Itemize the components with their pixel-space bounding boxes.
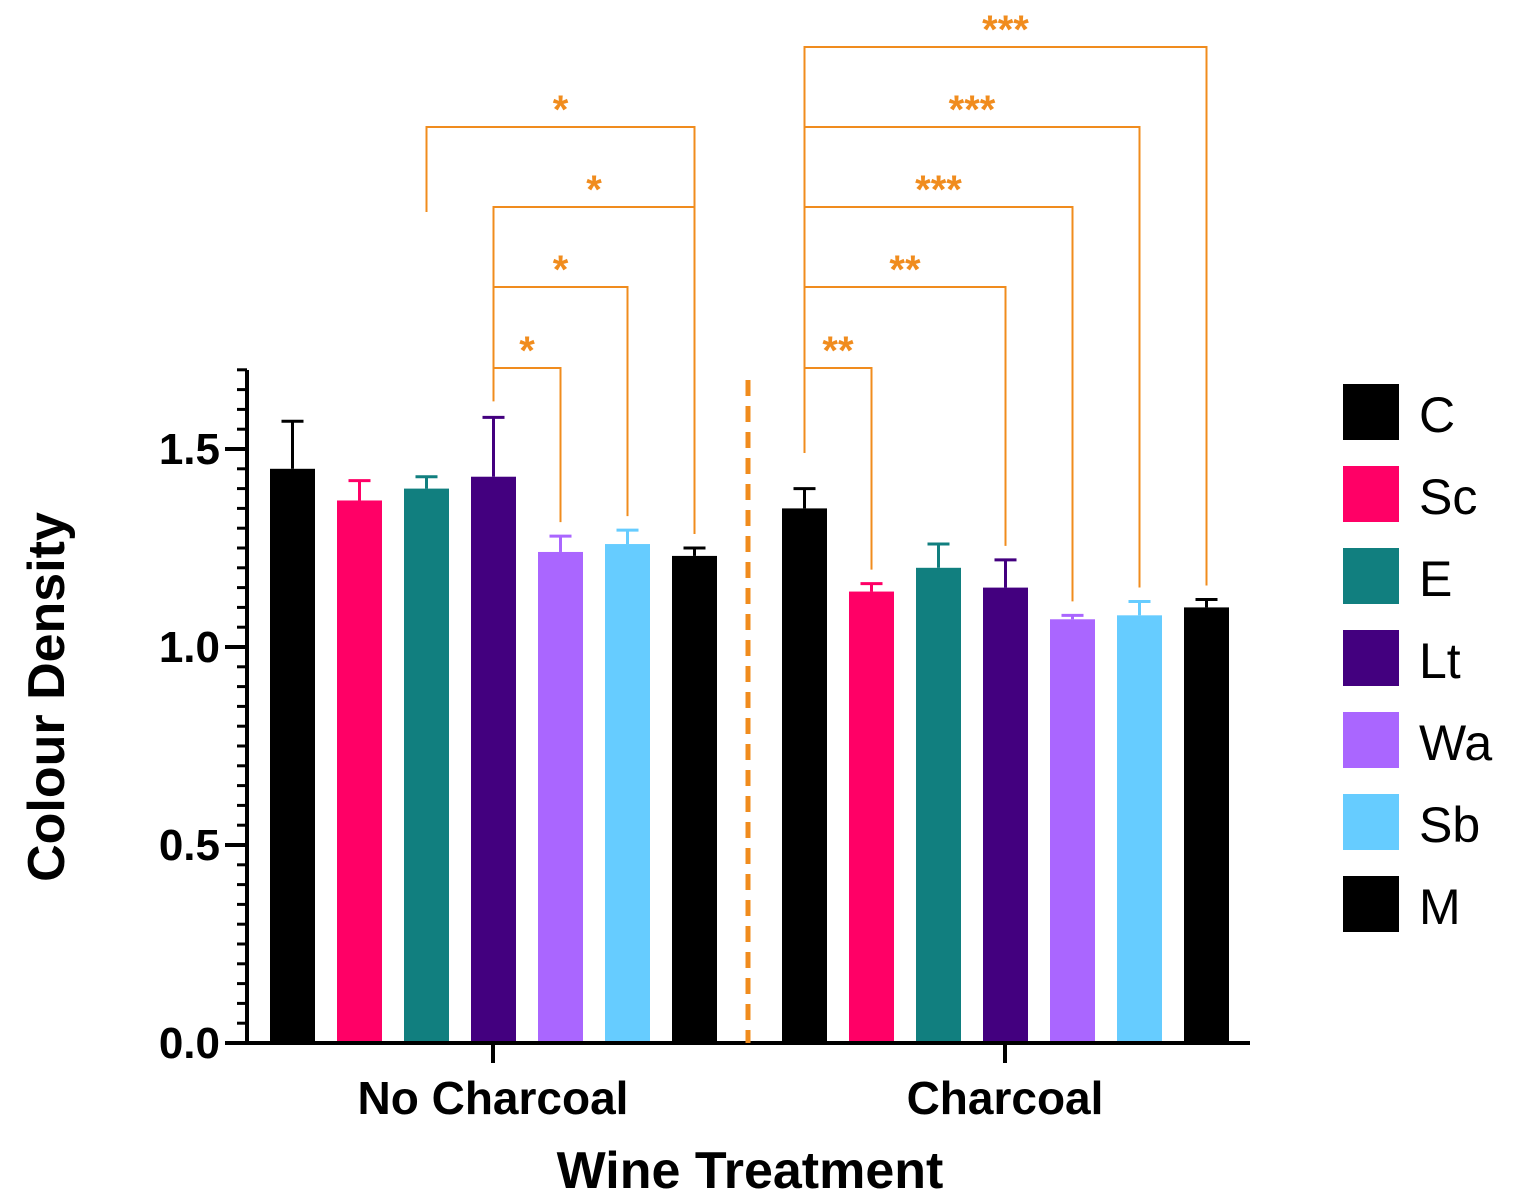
significance-label: *: [553, 248, 569, 292]
significance-label: *: [586, 168, 602, 212]
significance-bracket: [803, 286, 1007, 546]
significance-label: *: [553, 88, 569, 132]
bar-Lt-no-charcoal: [471, 476, 516, 1044]
significance-bracket: [425, 126, 696, 534]
error-bars-layer: [281, 415, 1218, 620]
legend-label-Lt: Lt: [1419, 633, 1461, 689]
bar-Wa-charcoal: [1050, 619, 1095, 1043]
legend-label-Sc: Sc: [1419, 469, 1477, 525]
bar-M-no-charcoal: [672, 555, 717, 1043]
significance-label: ***: [915, 168, 962, 212]
significance-label: **: [822, 329, 854, 373]
significance-bracket: [492, 286, 629, 517]
legend-label-M: M: [1419, 879, 1461, 935]
y-axis-title: Colour Density: [18, 512, 76, 882]
significance-bracket: [803, 46, 1208, 586]
y-tick-label: 1.0: [159, 623, 220, 672]
y-tick-label: 0.5: [159, 821, 220, 870]
significance-label: **: [889, 248, 921, 292]
legend-label-C: C: [1419, 387, 1455, 443]
legend-label-Wa: Wa: [1419, 715, 1492, 771]
legend: C Sc E Lt Wa Sb M: [1343, 384, 1492, 935]
significance-bracket: [803, 367, 873, 570]
bar-Lt-charcoal: [983, 587, 1028, 1043]
significance-layer: *****************: [425, 8, 1208, 602]
bar-M-charcoal: [1184, 607, 1229, 1043]
legend-swatch-Sc: [1343, 466, 1399, 522]
bar-C-no-charcoal: [270, 468, 315, 1043]
x-axis-title: Wine Treatment: [557, 1142, 944, 1195]
legend-swatch-M: [1343, 876, 1399, 932]
bar-E-no-charcoal: [404, 488, 449, 1044]
x-category-label: Charcoal: [907, 1072, 1104, 1124]
legend-swatch-E: [1343, 548, 1399, 604]
significance-label: ***: [982, 8, 1029, 52]
bar-C-charcoal: [782, 508, 827, 1043]
significance-bracket: [803, 206, 1074, 602]
significance-bracket: [492, 367, 562, 523]
legend-label-E: E: [1419, 551, 1452, 607]
legend-label-Sb: Sb: [1419, 797, 1480, 853]
legend-swatch-Sb: [1343, 794, 1399, 850]
bar-Sc-no-charcoal: [337, 500, 382, 1044]
significance-bracket: [803, 126, 1141, 588]
y-tick-label: 1.5: [159, 425, 220, 474]
bar-Wa-no-charcoal: [538, 551, 583, 1043]
x-category-label: No Charcoal: [358, 1072, 629, 1124]
bar-E-charcoal: [916, 567, 961, 1043]
significance-label: ***: [949, 88, 996, 132]
y-tick-label: 0.0: [159, 1019, 220, 1068]
bars-layer: [270, 468, 1229, 1044]
bar-Sb-no-charcoal: [605, 544, 650, 1043]
axes-layer: 0.0 0.5 1.0 1.5 No Charcoal Charcoal: [159, 368, 1250, 1124]
legend-swatch-C: [1343, 384, 1399, 440]
legend-swatch-Lt: [1343, 630, 1399, 686]
significance-label: *: [519, 329, 535, 373]
bar-Sc-charcoal: [849, 591, 894, 1043]
legend-swatch-Wa: [1343, 712, 1399, 768]
bar-Sb-charcoal: [1117, 615, 1162, 1043]
